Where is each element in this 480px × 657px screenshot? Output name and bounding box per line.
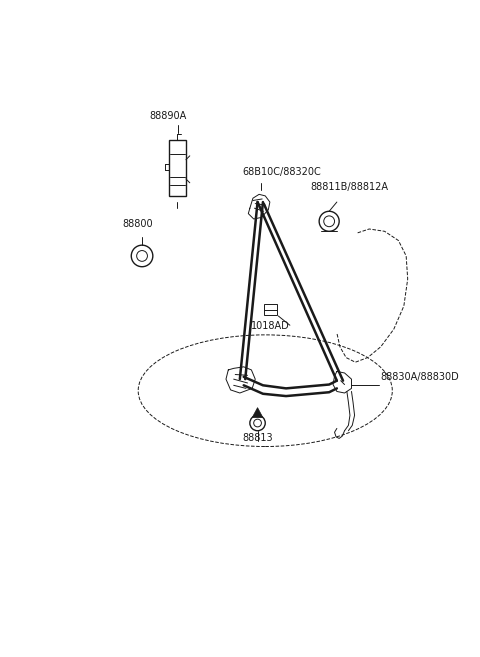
Text: 1018AD: 1018AD xyxy=(252,321,290,331)
Bar xyxy=(264,304,277,315)
Text: 68B10C/88320C: 68B10C/88320C xyxy=(242,168,321,177)
Polygon shape xyxy=(252,407,263,418)
Bar xyxy=(169,141,186,196)
Text: 88830A/88830D: 88830A/88830D xyxy=(381,373,459,382)
Text: 88811B/88812A: 88811B/88812A xyxy=(310,182,388,192)
Text: 88890A: 88890A xyxy=(150,111,187,121)
Text: 88800: 88800 xyxy=(123,219,154,229)
Text: 88813: 88813 xyxy=(242,433,273,443)
